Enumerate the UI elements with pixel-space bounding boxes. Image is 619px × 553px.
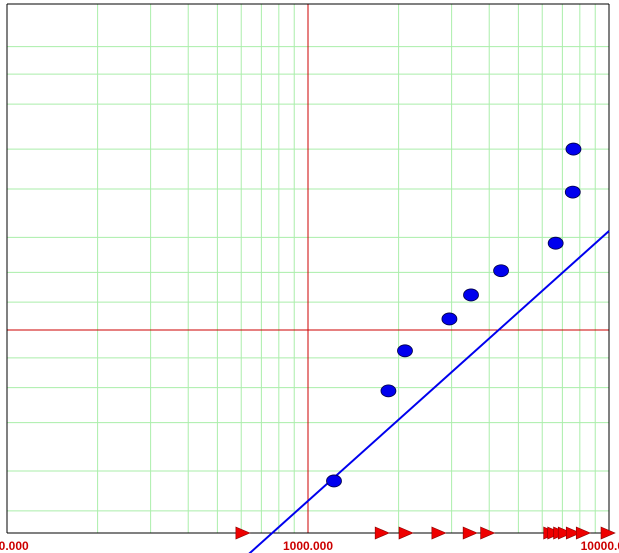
axis-marker [462, 526, 478, 540]
axis-marker [398, 526, 414, 540]
axis-markers [235, 526, 616, 540]
axis-marker [235, 526, 251, 540]
axis-marker [575, 526, 592, 540]
reference-lines [7, 4, 609, 533]
axis-marker [431, 526, 447, 540]
axis-marker [565, 526, 582, 540]
x-tick-label: 100.000 [0, 539, 29, 553]
fit-line [248, 230, 610, 553]
data-point [397, 344, 413, 358]
data-point [463, 288, 479, 302]
data-point [547, 236, 564, 250]
axis-marker [480, 526, 496, 540]
data-points [326, 142, 582, 488]
axis-marker [600, 526, 616, 540]
data-point [493, 264, 509, 278]
x-tick-label: 1000.000 [283, 539, 333, 553]
data-point [564, 185, 581, 199]
x-tick-label: 10000.000 [581, 539, 619, 553]
axis-marker [374, 526, 390, 540]
data-point [326, 474, 342, 488]
data-point [441, 312, 458, 326]
x-tick-labels: 100.000 1000.000 10000.000 [0, 539, 619, 553]
fit-line-layer [248, 230, 610, 553]
data-point [380, 384, 397, 398]
axis-marker [557, 526, 573, 540]
plot-frame [6, 3, 610, 534]
data-point [565, 142, 582, 156]
